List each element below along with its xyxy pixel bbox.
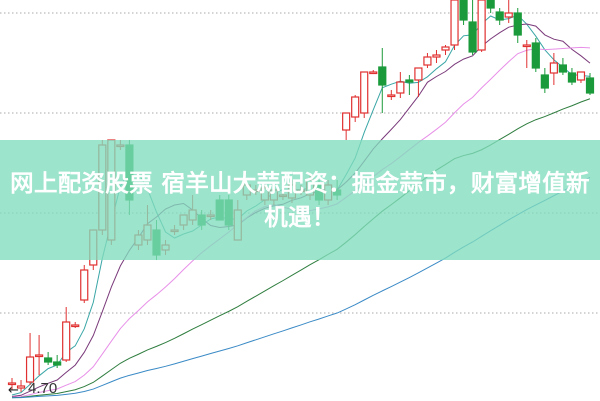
candle-body [585, 77, 595, 94]
candle-body [360, 71, 369, 114]
candle-body [44, 357, 53, 363]
candle-body [504, 12, 513, 18]
candle-body [495, 11, 504, 21]
candle-body [405, 79, 414, 83]
candle-body [540, 74, 549, 89]
candle-body [62, 321, 71, 361]
candle-body [576, 71, 586, 81]
candle-body [34, 354, 44, 358]
candle-body [369, 71, 378, 75]
low-price-arrow-icon: ← [8, 383, 19, 398]
candle-body [25, 356, 35, 383]
candle-body [549, 62, 558, 74]
candle-body [432, 54, 441, 58]
candle-body [450, 0, 459, 46]
candle-body [477, 0, 486, 51]
candle-body [522, 44, 531, 48]
candle-body [558, 64, 568, 73]
candle-body [468, 21, 477, 53]
candle-body [567, 72, 577, 83]
candle-body [513, 12, 522, 36]
candle-body [423, 56, 432, 66]
candle-body [378, 66, 387, 86]
candle-body [531, 42, 540, 69]
headline-text: 网上配资股票 宿羊山大蒜配资：掘金蒜市，财富增值新机遇！ [10, 169, 590, 231]
candle-body [396, 81, 405, 94]
candle-body [80, 269, 89, 301]
candle-body [53, 361, 62, 366]
candle-body [351, 96, 360, 118]
headline-banner: 网上配资股票 宿羊山大蒜配资：掘金蒜市，财富增值新机遇！ [0, 140, 600, 260]
candle-body [71, 324, 80, 328]
candle-body [387, 94, 396, 98]
candle-body [7, 382, 17, 386]
candle-body [342, 112, 351, 131]
low-price-label: 4.70 [28, 380, 58, 397]
candle-body [441, 46, 450, 51]
candle-body [414, 67, 423, 81]
candle-body [459, 0, 468, 21]
candle-body [16, 385, 26, 389]
candle-body [486, 0, 495, 9]
